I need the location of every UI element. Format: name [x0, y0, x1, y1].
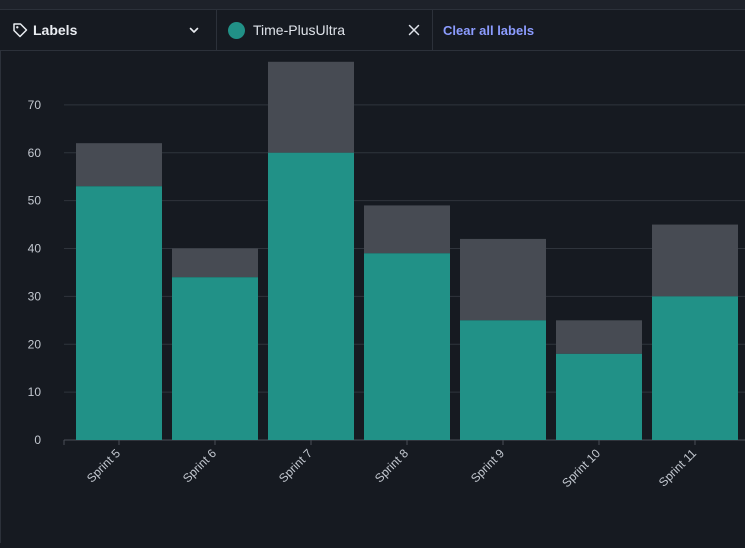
- label-filter-bar: Labels Time-PlusUltra Clear all labels: [0, 10, 745, 51]
- selected-label-chip: Time-PlusUltra: [217, 10, 433, 50]
- close-icon[interactable]: [408, 24, 420, 36]
- bar-segment-labeled: [172, 277, 258, 440]
- x-tick-label: Sprint 5: [84, 446, 123, 485]
- x-tick-label: Sprint 10: [559, 446, 603, 490]
- bar-segment-remaining: [460, 238, 546, 321]
- y-tick-label: 60: [28, 146, 42, 160]
- label-color-dot: [228, 21, 245, 39]
- selected-label-text: Time-PlusUltra: [253, 22, 346, 38]
- x-tick-label: Sprint 11: [656, 446, 699, 489]
- bar-segment-remaining: [172, 248, 258, 278]
- x-tick-label: Sprint 9: [468, 446, 507, 485]
- labels-dropdown[interactable]: Labels: [0, 10, 217, 50]
- x-tick-label: Sprint 8: [372, 446, 411, 485]
- bar-segment-labeled: [556, 353, 642, 440]
- y-tick-label: 30: [28, 289, 42, 303]
- bar-segment-labeled: [652, 296, 738, 440]
- labels-dropdown-label: Labels: [33, 22, 78, 38]
- tag-icon: [12, 22, 28, 38]
- y-tick-label: 40: [28, 242, 42, 256]
- x-tick-label: Sprint 7: [276, 446, 315, 485]
- chart-svg: 0 10 20 30 40 50 60 70 Sprint 5 Sprint 6 Sprint 7 S…: [28, 61, 745, 490]
- bar-segment-labeled: [268, 152, 354, 440]
- bar-segment-remaining: [652, 224, 738, 297]
- y-tick-label: 70: [28, 98, 42, 112]
- chevron-down-icon: [188, 24, 200, 36]
- bar-segment-remaining: [364, 205, 450, 254]
- top-strip: [0, 0, 745, 10]
- bar-segment-labeled: [460, 320, 546, 440]
- clear-all-labels-link[interactable]: Clear all labels: [443, 22, 535, 38]
- bar-segment-remaining: [556, 320, 642, 354]
- y-tick-label: 20: [28, 337, 42, 351]
- bar-segment-remaining: [76, 143, 162, 187]
- sprint-bar-chart: 0 10 20 30 40 50 60 70 Sprint 5 Sprint 6 Sprint 7 S…: [0, 51, 745, 543]
- x-tick-label: Sprint 6: [180, 446, 219, 485]
- y-tick-label: 0: [34, 433, 41, 447]
- y-tick-label: 50: [28, 194, 42, 208]
- bar-segment-labeled: [76, 186, 162, 440]
- bar-segment-labeled: [364, 253, 450, 440]
- y-tick-label: 10: [28, 385, 42, 399]
- bar-segment-remaining: [268, 61, 354, 153]
